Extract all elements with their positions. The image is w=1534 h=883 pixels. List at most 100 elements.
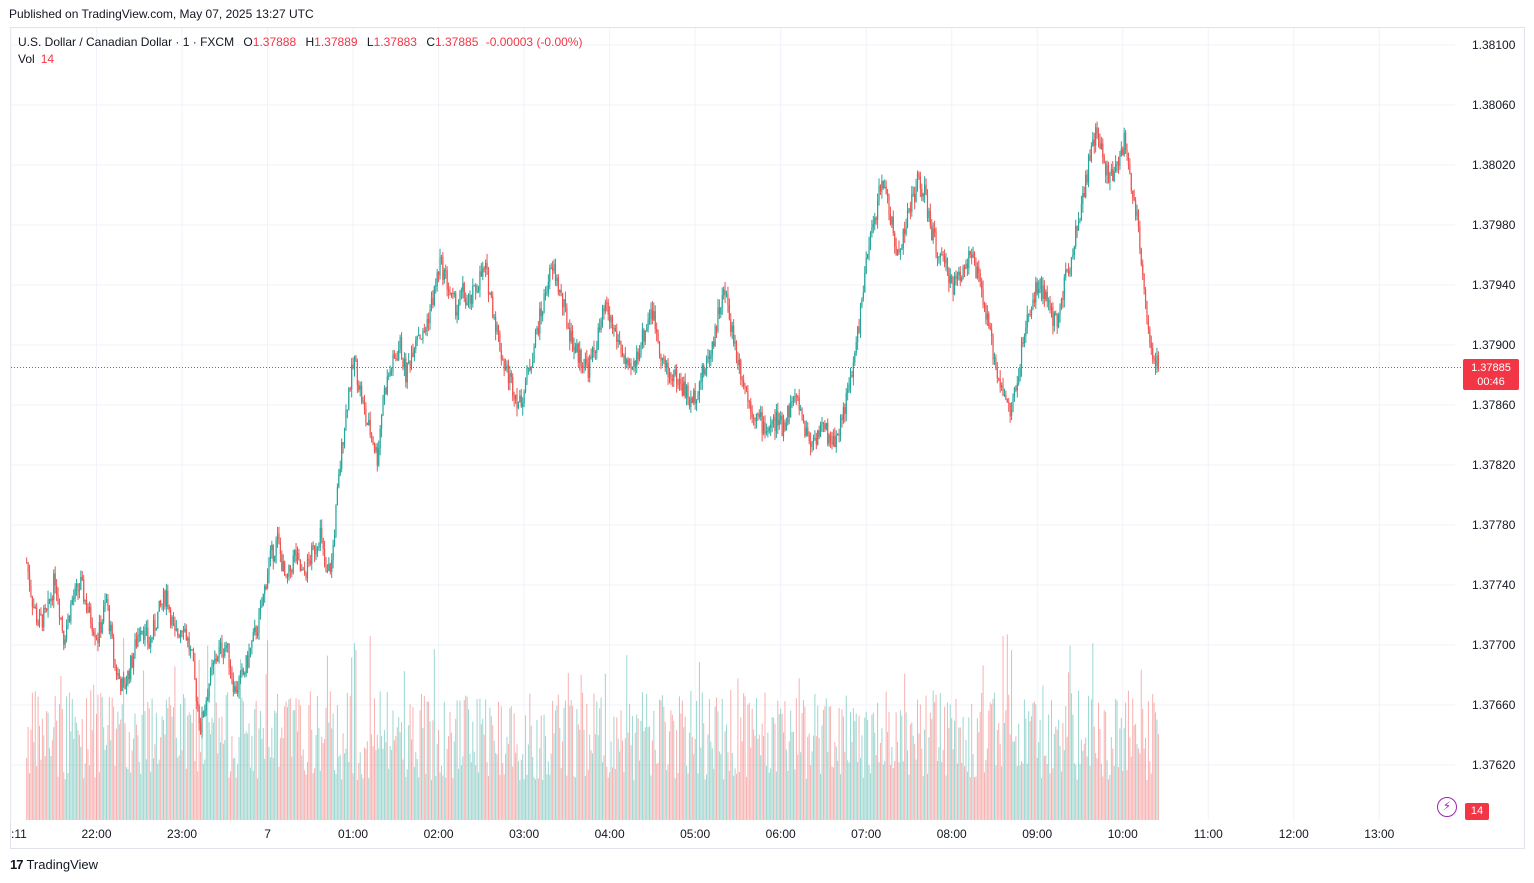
candle-body [523,391,525,404]
volume-bar [309,691,311,820]
volume-bar [211,717,213,820]
candle-body [147,627,149,644]
volume-bar [1065,706,1067,820]
volume-bar [1038,742,1040,820]
volume-bar [663,706,665,820]
candle-body [142,630,145,640]
volume-legend[interactable]: Vol 14 [18,52,54,66]
volume-bar [964,766,966,820]
symbol-legend[interactable]: U.S. Dollar / Canadian Dollar · 1 · FXCM… [18,35,582,49]
candle-body [88,606,90,613]
candle-body [782,422,785,437]
low-label: L [366,35,374,49]
volume-bar [651,740,653,820]
candle-body [108,606,110,632]
volume-bar [835,746,837,820]
volume-bar [935,694,937,820]
candle-body [956,275,959,280]
current-price-value: 1.37885 [1471,362,1511,374]
candle-body [514,394,517,400]
candle-body [127,670,129,685]
volume-bar [188,712,190,820]
candle-body [1069,267,1071,274]
open-value: 1.37888 [252,35,297,49]
candle-body [553,264,555,271]
volume-bar [315,735,317,820]
volume-bar [1031,716,1033,820]
high-value: 1.37889 [314,35,358,49]
volume-bar [868,764,870,820]
volume-bar [857,761,859,820]
candle-body [764,421,766,434]
candle-body [571,331,574,351]
candle-body [757,413,759,415]
volume-value: 14 [40,52,55,66]
volume-bar [660,700,662,820]
volume-bar [128,732,130,820]
volume-bar [1068,672,1070,820]
lightning-icon[interactable]: ⚡ [1437,797,1457,817]
candle-body [71,599,73,605]
volume-bar [1100,763,1102,820]
candle-body [932,228,934,241]
volume-bars [26,634,1159,820]
candle-body [537,327,539,334]
candle-body [624,355,626,364]
candle-body [385,388,387,394]
candle-body [457,304,460,312]
volume-bar [466,696,468,820]
volume-bar [596,701,598,820]
volume-bar [369,635,371,820]
candle-body [738,359,740,366]
volume-bar [258,728,260,820]
candle-body [1036,282,1038,294]
volume-bar [1156,719,1158,820]
volume-bar [468,709,470,820]
candle-body [1096,127,1098,134]
candle-body [167,590,169,607]
volume-bar [352,773,354,820]
candle-body [570,331,572,342]
price-tick-label: 1.37900 [1472,338,1516,352]
candle-body [648,317,651,320]
candle-body [520,395,522,407]
volume-bar [688,732,690,820]
candle-body [316,547,319,550]
volume-bar [750,747,752,820]
price-tick-label: 1.37980 [1472,218,1516,232]
symbol-name[interactable]: U.S. Dollar / Canadian Dollar · 1 · FXCM [18,35,235,49]
volume-bar [787,770,789,820]
candle-body [1102,143,1104,158]
volume-bar [657,762,659,820]
volume-bar [148,708,150,820]
volume-bar [163,720,165,820]
candle-body [959,271,961,281]
candle-body [242,669,244,675]
candle-body [195,679,197,702]
volume-bar [1098,702,1100,820]
volume-bar [418,777,420,820]
tradingview-brand[interactable]: 17 TradingView [10,857,98,872]
volume-bar [882,764,884,820]
candle-body [517,402,520,408]
time-tick-label: 10:00 [1108,827,1138,841]
candle-body [519,395,521,403]
candle-body [264,585,266,595]
candle-body [1048,300,1050,302]
candle-body [961,278,963,281]
candle-body [532,361,534,368]
volume-bar [355,649,357,820]
candle-body [254,627,256,633]
volume-bar [979,711,981,820]
volume-bar [305,774,307,820]
candle-body [115,666,118,676]
volume-bar [378,748,380,820]
candle-body [663,358,665,360]
candle-body [440,256,443,258]
volume-bar [517,761,519,820]
candle-body [530,367,532,371]
candle-body [714,326,716,347]
volume-bar [1129,737,1131,820]
volume-bar [210,734,212,820]
